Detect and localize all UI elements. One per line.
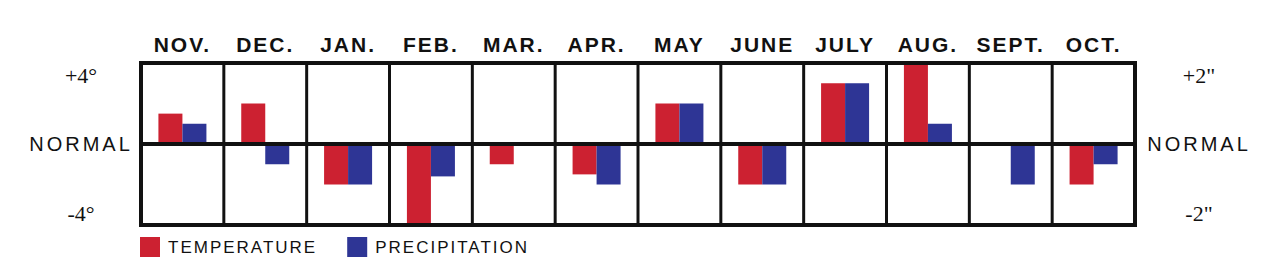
bar (348, 144, 372, 185)
bar (431, 144, 455, 176)
legend-swatch (347, 237, 367, 257)
category-labels: NOV. DEC. JAN. FEB. MAR. APR. MAY JUNE JULY AUG. S… (154, 33, 1122, 56)
bar (1070, 144, 1094, 185)
category-label: SEPT. (977, 33, 1045, 56)
bar (845, 83, 869, 144)
bar (1094, 144, 1118, 164)
bar (904, 63, 928, 144)
y-tick-labels: +4° NORMAL -4° (29, 63, 133, 226)
bar (655, 104, 679, 145)
category-label: MAR. (483, 33, 545, 56)
legend-label: PRECIPITATION (375, 238, 529, 257)
tick-label: +4° (65, 63, 97, 88)
legend: TEMPERATURE PRECIPITATION (140, 237, 529, 257)
y2-tick-labels: +2" NORMAL -2" (1147, 63, 1251, 226)
tick-label: -4° (67, 201, 94, 226)
bar (928, 124, 952, 144)
category-label: JAN. (320, 33, 376, 56)
category-label: JULY (815, 33, 875, 56)
category-label: NOV. (154, 33, 211, 56)
tick-label: NORMAL (29, 133, 133, 155)
grid (141, 63, 1135, 225)
category-label: AUG. (898, 33, 959, 56)
plot-frame (141, 63, 1135, 225)
tick-label: NORMAL (1147, 133, 1251, 155)
category-label: DEC. (236, 33, 294, 56)
bar (762, 144, 786, 185)
bar (158, 114, 182, 144)
category-label: OCT. (1066, 33, 1122, 56)
bar (738, 144, 762, 185)
bar (182, 124, 206, 144)
y-grid-line (141, 142, 1135, 146)
chart-container: NOV. DEC. JAN. FEB. MAR. APR. MAY JUNE JULY AUG. S… (0, 0, 1280, 280)
tick-label: -2" (1185, 201, 1212, 226)
bar (1011, 144, 1035, 185)
bar (679, 104, 703, 145)
category-label: FEB. (403, 33, 459, 56)
bar (241, 104, 265, 145)
bar (490, 144, 514, 164)
bar (821, 83, 845, 144)
legend-swatch (140, 237, 160, 257)
tick-label: +2" (1183, 63, 1215, 88)
category-label: APR. (567, 33, 625, 56)
bar (407, 144, 431, 225)
bar (324, 144, 348, 185)
bar (597, 144, 621, 185)
chart-svg: NOV. DEC. JAN. FEB. MAR. APR. MAY JUNE JULY AUG. S… (0, 0, 1280, 280)
bar (573, 144, 597, 174)
bar (265, 144, 289, 164)
category-label: JUNE (730, 33, 794, 56)
legend-label: TEMPERATURE (168, 238, 317, 257)
category-label: MAY (654, 33, 705, 56)
